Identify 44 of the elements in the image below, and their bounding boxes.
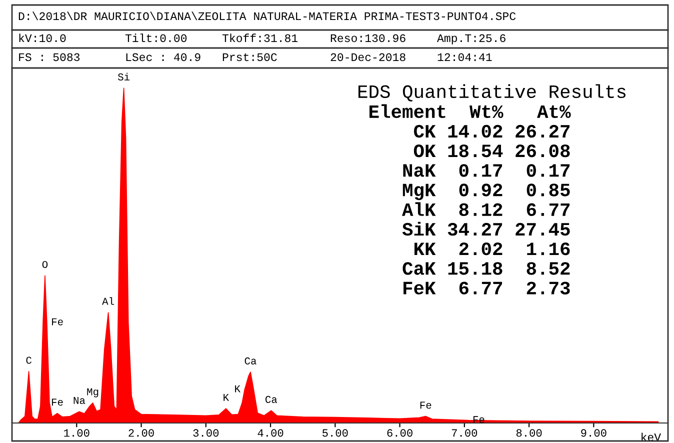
text: LSec : 40.9 bbox=[126, 53, 200, 62]
annotation: Ca bbox=[244, 357, 256, 364]
x-tick-label: 4.00 bbox=[258, 429, 284, 437]
x-tick-label: 7.00 bbox=[452, 429, 478, 437]
annotation: CaK 15.18 8.52 bbox=[402, 262, 570, 275]
x-tick-label: 9.00 bbox=[581, 429, 606, 437]
chart-subtitle: D:\2018\DR MAURICIO\DIANA\ZEOLITA NATURAL-MATERIA PRIMA-TEST3-PUNTO4.SPC bbox=[18, 12, 516, 20]
x-tick-label: 8.00 bbox=[516, 429, 542, 437]
annotation: Fe bbox=[52, 318, 63, 326]
text: Prst:50C bbox=[222, 53, 277, 62]
annotation: SiK 34.27 27.45 bbox=[402, 222, 570, 236]
annotation: Mg bbox=[87, 388, 98, 398]
text: Tkoff:31.81 bbox=[222, 34, 298, 42]
text: kV:10.0 bbox=[19, 34, 66, 42]
text: FS : 5083 bbox=[19, 53, 80, 62]
annotation: C bbox=[26, 356, 32, 364]
annotation: CK 14.02 26.27 bbox=[414, 124, 570, 138]
annotation: MgK 0.92 0.85 bbox=[402, 184, 570, 200]
text: 12:04:41 bbox=[438, 53, 492, 62]
text: Tilt:0.00 bbox=[125, 34, 187, 42]
x-tick-label: 3.00 bbox=[193, 429, 219, 437]
annotation: OK 18.54 26.08 bbox=[414, 144, 570, 158]
text: Amp.T:25.6 bbox=[437, 34, 506, 44]
chart-title: EDS Quantitative Results bbox=[358, 84, 626, 102]
text: 20-Dec-2018 bbox=[330, 53, 406, 62]
annotation: K bbox=[224, 394, 230, 401]
x-tick-label: 1.00 bbox=[64, 429, 90, 437]
annotation: Na bbox=[74, 397, 86, 404]
annotation: Fe bbox=[52, 398, 63, 406]
text: Reso:130.96 bbox=[330, 34, 406, 42]
annotation: O bbox=[42, 260, 48, 268]
x-tick-label: 6.00 bbox=[387, 429, 412, 437]
annotation: FeK 6.77 2.73 bbox=[404, 282, 570, 294]
annotation: NaK 0.17 0.17 bbox=[403, 164, 570, 177]
annotation: KK 2.02 1.16 bbox=[414, 242, 570, 256]
annotation: K bbox=[235, 385, 240, 392]
annotation: Si bbox=[118, 72, 130, 80]
annotation: AlK 8.12 6.77 bbox=[402, 202, 570, 216]
annotation: Ca bbox=[265, 396, 278, 403]
annotation: Element Wt% At% bbox=[370, 104, 571, 118]
annotation: Al bbox=[102, 297, 114, 305]
annotation: Fe bbox=[420, 402, 432, 409]
x-tick-label: 5.00 bbox=[322, 429, 348, 437]
x-tick-label: 2.00 bbox=[128, 429, 154, 437]
